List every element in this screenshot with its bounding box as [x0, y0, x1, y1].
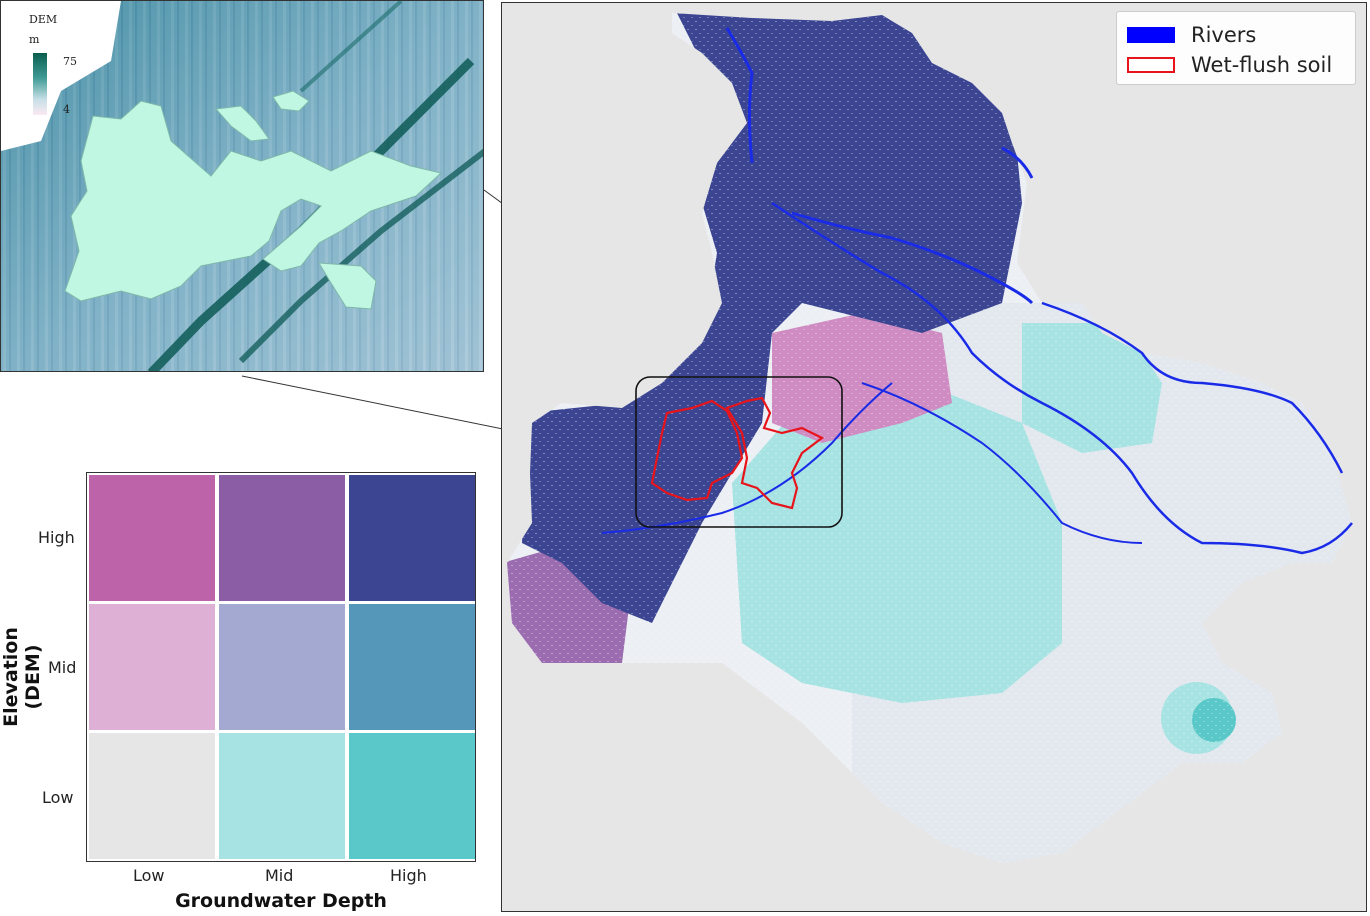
x-level-low: Low [133, 866, 165, 885]
dem-legend-unit: m [29, 33, 40, 46]
bivariate-cell [349, 475, 475, 601]
y-level-low: Low [42, 788, 74, 807]
dem-inset-panel: DEM m 75 4 [0, 0, 484, 372]
y-level-high: High [38, 528, 75, 547]
bivariate-cell [219, 604, 345, 730]
wet-flush-soil-swatch [1127, 57, 1175, 73]
rivers-layer [601, 27, 1353, 555]
legend-item-wet-flush-soil: Wet-flush soil [1127, 52, 1332, 78]
dem-colorbar [33, 53, 47, 115]
x-axis-title: Groundwater Depth [175, 890, 387, 912]
x-level-high: High [390, 866, 427, 885]
main-map-panel: Rivers Wet-flush soil [501, 2, 1367, 912]
dem-legend-min: 4 [63, 103, 70, 116]
zoom-extent-box [635, 376, 843, 528]
bivariate-cell [349, 733, 475, 859]
dem-legend-title: DEM [29, 13, 58, 26]
bivariate-cell [89, 604, 215, 730]
bivariate-cell [219, 733, 345, 859]
map-legend: Rivers Wet-flush soil [1116, 11, 1356, 85]
bivariate-map [507, 13, 1353, 863]
legend-label-wet-flush-soil: Wet-flush soil [1191, 53, 1333, 77]
dem-legend: DEM m 75 4 [5, 5, 77, 117]
y-axis-title: Elevation (DEM) [0, 627, 44, 727]
bivariate-cell [219, 475, 345, 601]
bivariate-cell [89, 733, 215, 859]
bivariate-cell [89, 475, 215, 601]
wet-flush-soil-layer [650, 396, 825, 510]
legend-label-rivers: Rivers [1191, 23, 1257, 47]
bivariate-cell [349, 604, 475, 730]
legend-item-rivers: Rivers [1127, 22, 1256, 48]
dem-legend-max: 75 [63, 55, 77, 68]
rivers-swatch [1127, 27, 1175, 43]
x-level-mid: Mid [265, 866, 294, 885]
y-level-mid: Mid [48, 658, 77, 677]
dem-inset-image [1, 1, 483, 371]
bivariate-legend-grid [86, 472, 476, 862]
